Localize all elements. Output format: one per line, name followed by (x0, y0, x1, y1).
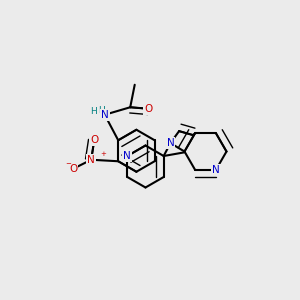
Text: N: N (212, 165, 220, 175)
Text: O: O (90, 135, 98, 145)
Text: N: N (101, 110, 109, 120)
Text: N: N (87, 155, 95, 165)
Text: O: O (69, 164, 77, 174)
Text: N: N (123, 151, 131, 161)
Text: −: − (66, 161, 72, 167)
Text: O: O (144, 104, 152, 114)
Text: H: H (91, 106, 97, 116)
Text: H: H (98, 106, 105, 115)
Text: N: N (167, 138, 174, 148)
Text: +: + (100, 151, 106, 157)
